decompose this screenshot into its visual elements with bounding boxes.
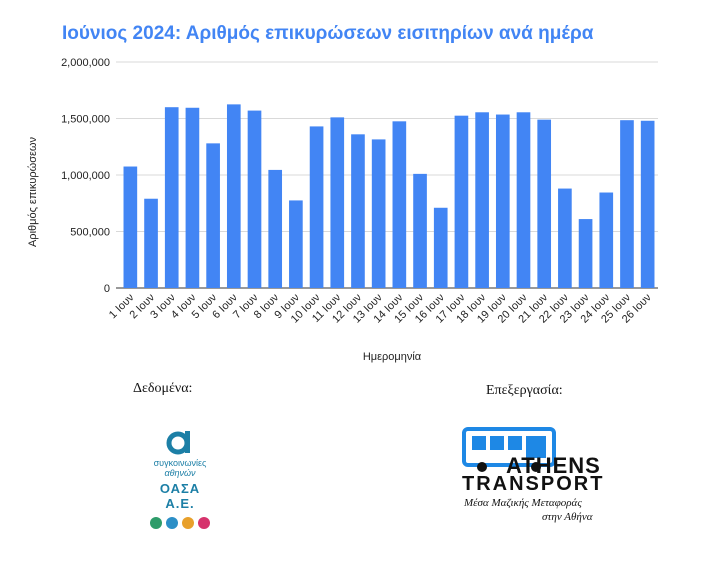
oasa-logo: συγκοινωνίες αθηνών ΟΑΣΑ Α.Ε.	[145, 428, 215, 529]
bar	[495, 114, 510, 288]
oasa-line1: συγκοινωνίες	[153, 458, 207, 468]
oasa-mode-icons	[145, 517, 215, 529]
athens-brand1: ATHENS	[506, 453, 601, 478]
tram-mode-icon	[198, 517, 210, 529]
bar	[558, 188, 572, 288]
bar	[599, 192, 614, 288]
bus-mode-icon	[150, 517, 162, 529]
bar	[206, 143, 220, 288]
bar	[247, 110, 262, 288]
bar	[330, 117, 345, 289]
bar	[289, 200, 303, 288]
bar-chart: Ιούνιος 2024: Αριθμός επικυρώσεων εισιτη…	[27, 23, 658, 363]
trolley-mode-icon	[166, 517, 178, 529]
bar	[371, 139, 386, 288]
y-axis-ticks: 0 500,000 1,000,000 1,500,000 2,000,000	[61, 57, 110, 295]
athens-transport-logo: ATHENS TRANSPORT Μέσα Μαζικής Μεταφοράς …	[458, 425, 618, 525]
y-tick-label: 1,000,000	[61, 170, 110, 182]
chart-title: Ιούνιος 2024: Αριθμός επικυρώσεων εισιτη…	[62, 23, 594, 44]
bar	[413, 173, 427, 288]
bar	[454, 115, 469, 288]
athens-tagline2: στην Αθήνα	[542, 511, 593, 523]
y-axis-label: Αριθμός επικυρώσεων	[27, 136, 39, 247]
athens-brand2: TRANSPORT	[462, 473, 605, 495]
y-tick-label: 500,000	[70, 227, 110, 239]
oasa-line2: αθηνών	[164, 468, 196, 478]
bar	[351, 134, 365, 288]
bar	[144, 198, 158, 288]
bar	[268, 169, 283, 288]
bar	[640, 120, 655, 288]
bar	[185, 107, 200, 288]
bar	[578, 219, 593, 288]
processing-label: Επεξεργασία:	[486, 383, 563, 398]
bus-icon	[462, 427, 556, 472]
bar	[392, 121, 407, 288]
bar	[475, 112, 489, 288]
bar	[516, 112, 531, 288]
bars	[123, 104, 655, 289]
oasa-name: ΟΑΣΑ Α.Ε.	[159, 481, 201, 511]
bar	[226, 104, 241, 288]
athens-tagline1: Μέσα Μαζικής Μεταφοράς	[464, 497, 582, 509]
bar	[537, 119, 552, 288]
bar	[164, 107, 179, 288]
data-source-label: Δεδομένα:	[133, 381, 193, 396]
y-tick-label: 0	[104, 283, 110, 295]
x-axis-label: Ημερομηνία	[363, 351, 422, 363]
metro-mode-icon	[182, 517, 194, 529]
bar	[309, 126, 324, 288]
bar	[620, 120, 634, 288]
bar	[433, 207, 448, 288]
bar	[123, 166, 138, 288]
y-tick-label: 1,500,000	[61, 114, 110, 126]
y-tick-label: 2,000,000	[61, 57, 110, 69]
oasa-alpha-icon	[166, 431, 190, 455]
